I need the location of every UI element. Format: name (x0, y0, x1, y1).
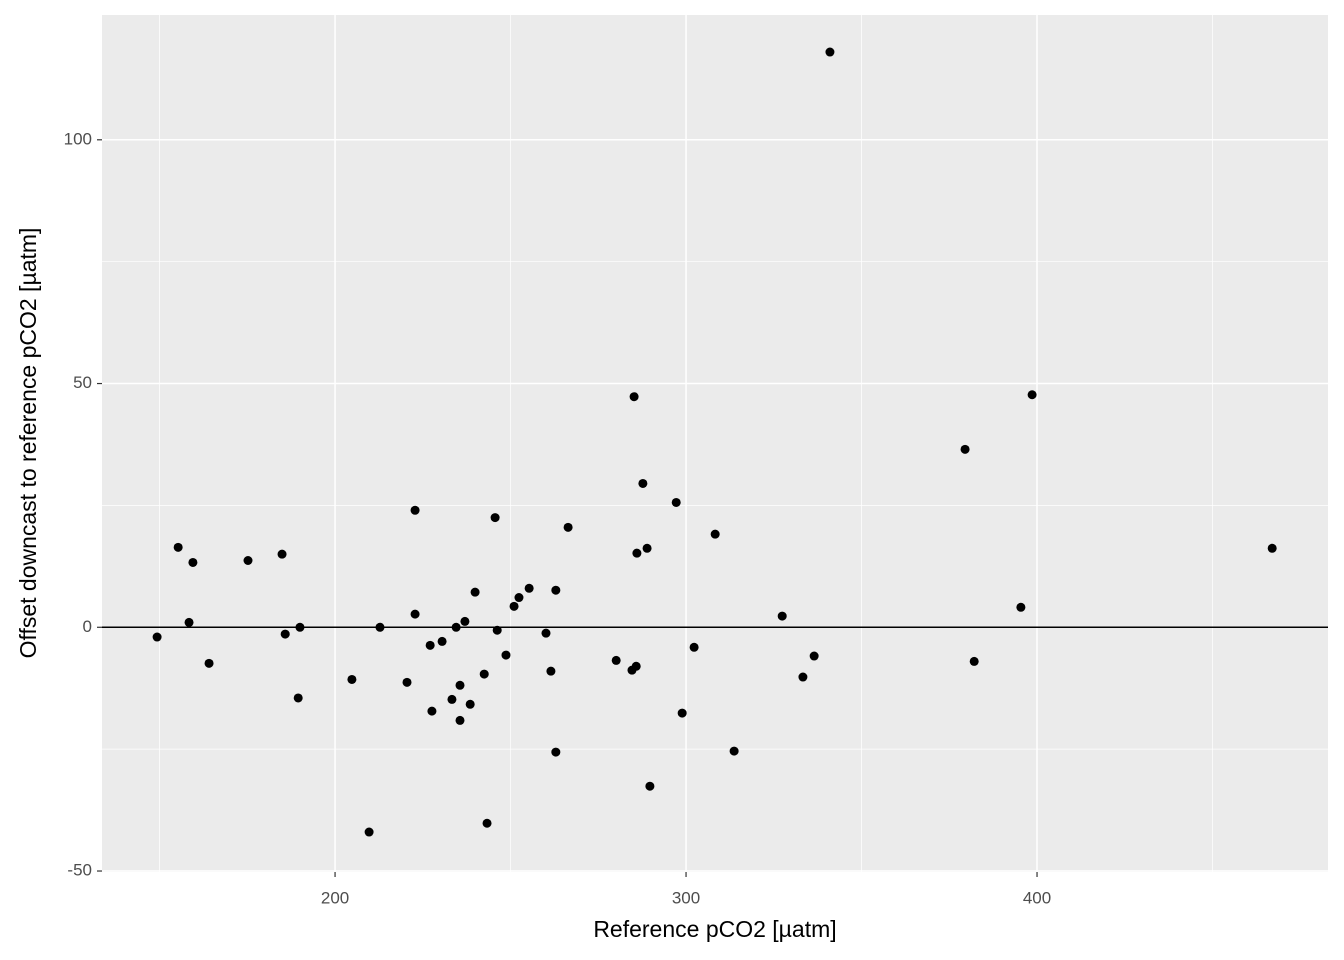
point (427, 706, 437, 716)
point (1027, 390, 1037, 400)
point (960, 444, 970, 454)
point (632, 548, 642, 558)
x-tick-label: 200 (321, 888, 349, 907)
point (798, 672, 808, 682)
point (460, 616, 470, 626)
panel (102, 15, 1328, 872)
point (777, 611, 787, 621)
x-tick-label: 300 (672, 888, 700, 907)
point (541, 628, 551, 638)
point (437, 636, 447, 646)
point (563, 522, 573, 532)
point (447, 694, 457, 704)
point (410, 505, 420, 515)
point (470, 587, 480, 597)
point (465, 699, 475, 709)
point (455, 715, 465, 725)
point (188, 557, 198, 567)
y-tick-label: 50 (73, 373, 92, 392)
x-tick-label: 400 (1023, 888, 1051, 907)
point (809, 651, 819, 661)
point (710, 529, 720, 539)
point (295, 622, 305, 632)
point (425, 640, 435, 650)
point (451, 622, 461, 632)
point (969, 656, 979, 666)
point (501, 650, 511, 660)
y-axis-title: Offset downcast to reference pCO2 [µatm] (15, 228, 41, 659)
point (482, 818, 492, 828)
point (347, 674, 357, 684)
point (509, 601, 519, 611)
point (677, 708, 687, 718)
y-tick-label: 100 (64, 129, 92, 148)
point (492, 625, 502, 635)
point (611, 655, 621, 665)
point (514, 593, 524, 603)
point (277, 549, 287, 559)
point (184, 617, 194, 627)
point (410, 609, 420, 619)
point (490, 513, 500, 523)
point (551, 585, 561, 595)
point (729, 746, 739, 756)
point (402, 677, 412, 687)
point (152, 632, 162, 642)
point (546, 666, 556, 676)
point (280, 629, 290, 639)
point (631, 661, 641, 671)
point (642, 543, 652, 553)
point (455, 680, 465, 690)
point (1267, 543, 1277, 553)
point (825, 47, 835, 57)
y-tick-label: 0 (83, 617, 92, 636)
point (671, 497, 681, 507)
point (375, 622, 385, 632)
point (638, 478, 648, 488)
point (524, 583, 534, 593)
point (551, 747, 561, 757)
point (204, 658, 214, 668)
point (629, 392, 639, 402)
point (689, 642, 699, 652)
point (364, 827, 374, 837)
point (243, 555, 253, 565)
point (1016, 602, 1026, 612)
point (173, 542, 183, 552)
point (479, 669, 489, 679)
y-tick-label: -50 (67, 861, 92, 880)
x-axis-title: Reference pCO2 [µatm] (593, 916, 836, 942)
point (645, 781, 655, 791)
point (293, 693, 303, 703)
